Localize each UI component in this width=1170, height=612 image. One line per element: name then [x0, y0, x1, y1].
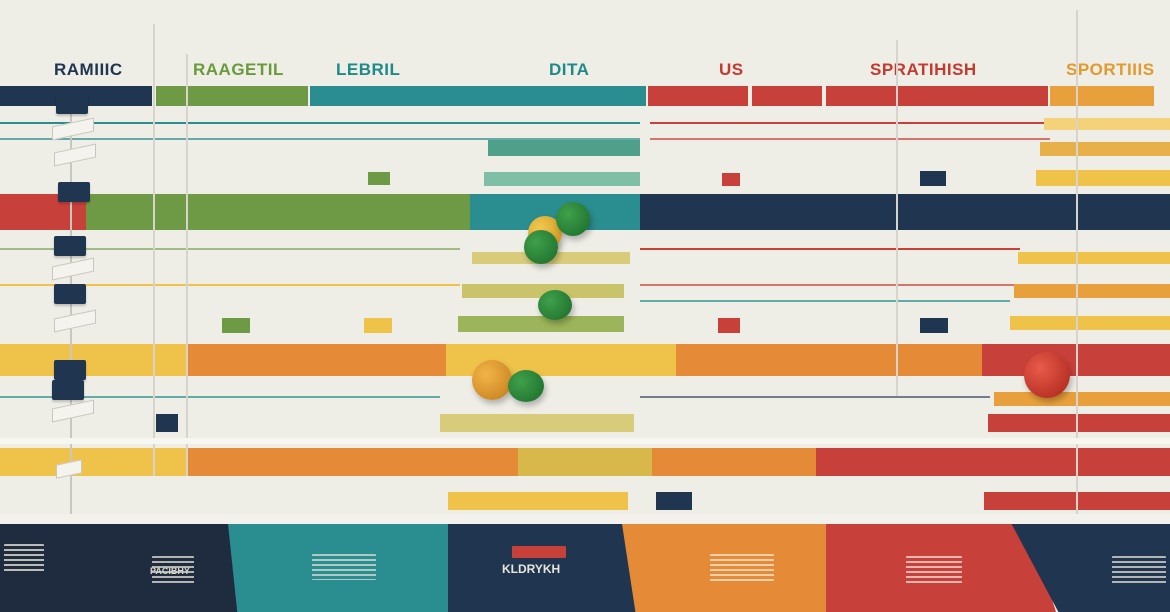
row-3-yellow-segment [0, 344, 188, 376]
navy-marker [156, 414, 178, 432]
row-4-red-segment [816, 448, 1170, 476]
column-header-5: US [719, 60, 744, 79]
column-header-7: SPORTIIIS [1066, 60, 1155, 79]
left-tab [54, 284, 86, 304]
row-3-orange-segment [188, 344, 446, 376]
thin-line [640, 284, 1020, 286]
vertical-guide [153, 24, 155, 476]
footer-label-graphic [906, 556, 962, 586]
navy-marker [920, 318, 948, 333]
left-tab [54, 360, 86, 380]
row-1-green-segment [156, 86, 308, 106]
left-tab [58, 182, 90, 202]
red-ball [1024, 352, 1070, 398]
column-header-3: LEBRIL [336, 60, 401, 79]
vertical-guide [186, 54, 188, 476]
thin-line [0, 122, 640, 124]
row-3-orange-segment [676, 344, 982, 376]
thin-line [650, 122, 1050, 124]
thin-line [640, 248, 1020, 250]
row-4-orange-segment [188, 448, 518, 476]
green-marker [222, 318, 250, 333]
olive-tick-strip [458, 316, 624, 332]
left-flap [52, 399, 94, 423]
vertical-guide [896, 40, 898, 396]
green-ball [524, 230, 558, 264]
row-4-yellow-segment [0, 448, 188, 476]
row-1-teal-segment [310, 86, 646, 106]
left-flap [54, 309, 96, 333]
footer-segment-navy [448, 524, 644, 612]
separator-band [0, 514, 1170, 524]
row-1-red-segment [648, 86, 748, 106]
footer-label-graphic [312, 554, 376, 580]
footer-label: PACIBHY [150, 566, 190, 576]
green-marker [368, 172, 390, 185]
thin-line [650, 138, 1050, 140]
red-marker [718, 318, 740, 333]
thin-line [0, 396, 440, 398]
green-ball [556, 202, 590, 236]
thin-line [0, 284, 460, 286]
left-flap [54, 143, 96, 167]
left-tab [54, 236, 86, 256]
yellow-tick-strip [448, 492, 628, 510]
thin-line [640, 396, 990, 398]
footer-label-graphic [710, 554, 774, 584]
column-header-1: RAMIIIC [54, 60, 123, 79]
row-4-orange-segment [652, 448, 816, 476]
row-1-orange-segment [1050, 86, 1154, 106]
yellow-tick-strip [1018, 252, 1170, 264]
left-tab [52, 380, 84, 400]
olive-tick-strip [440, 414, 634, 432]
row-2-navy-segment [640, 194, 1170, 230]
column-header-4: DITA [549, 60, 590, 79]
row-2-green-segment [86, 194, 470, 230]
column-header-6: SPRATIHISH [870, 60, 977, 79]
orange-tick-strip [1014, 284, 1170, 298]
left-flap [52, 257, 94, 281]
row-1-red-segment [826, 86, 1048, 106]
orange-ball [472, 360, 512, 400]
footer-label: KLDRYKH [502, 562, 561, 576]
red-marker [722, 173, 740, 186]
footer-label-graphic [152, 556, 194, 584]
red-tick-strip [988, 414, 1170, 432]
navy-marker [656, 492, 692, 510]
row-4-olive-segment [518, 448, 652, 476]
thin-line [640, 300, 1010, 302]
yellow-marker [364, 318, 392, 333]
vertical-guide [1076, 10, 1078, 610]
navy-marker [920, 171, 946, 186]
footer-label-graphic [1112, 556, 1166, 586]
footer-label-graphic [512, 546, 566, 558]
yellow-tick-strip [1036, 170, 1170, 186]
separator-band [0, 438, 1170, 444]
yellow-tick-strip [1044, 118, 1170, 130]
teal-tick-strip [488, 140, 640, 156]
green-ball [508, 370, 544, 402]
row-1-red-segment [752, 86, 822, 106]
left-tab [56, 94, 88, 114]
olive-tick-strip [462, 284, 624, 298]
footer-logo-icon [4, 544, 44, 574]
thin-line [0, 248, 460, 250]
yellow-tick-strip [1010, 316, 1170, 330]
orange-tick-strip [994, 392, 1170, 406]
green-ball [538, 290, 572, 320]
orange-tick-strip [1040, 142, 1170, 156]
thin-line [0, 138, 640, 140]
teal-tick-strip [484, 172, 640, 186]
column-header-2: RAAGETIL [193, 60, 284, 79]
